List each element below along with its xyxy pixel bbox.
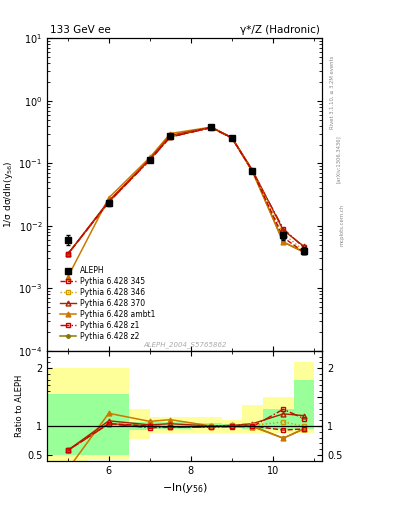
Bar [294, 380, 314, 429]
Bar [150, 417, 191, 433]
Bar [47, 394, 88, 455]
X-axis label: $-\ln(y_{56})$: $-\ln(y_{56})$ [162, 481, 208, 495]
Bar [47, 368, 88, 470]
Bar [129, 409, 150, 439]
Text: Rivet 3.1.10, ≥ 3.2M events: Rivet 3.1.10, ≥ 3.2M events [330, 55, 334, 129]
Bar [191, 417, 222, 433]
Text: γ*/Z (Hadronic): γ*/Z (Hadronic) [240, 25, 320, 35]
Bar [88, 368, 129, 460]
Text: [arXiv:1306.3436]: [arXiv:1306.3436] [336, 135, 340, 183]
Bar [222, 420, 242, 433]
Bar [129, 422, 150, 430]
Bar [263, 397, 294, 433]
Bar [222, 424, 242, 428]
Bar [88, 394, 129, 455]
Text: ALEPH_2004_S5765862: ALEPH_2004_S5765862 [143, 341, 226, 348]
Bar [294, 362, 314, 433]
Y-axis label: Ratio to ALEPH: Ratio to ALEPH [15, 375, 24, 437]
Y-axis label: 1/σ dσ/dln(y$_{56}$): 1/σ dσ/dln(y$_{56}$) [2, 161, 15, 228]
Legend: ALEPH, Pythia 6.428 345, Pythia 6.428 346, Pythia 6.428 370, Pythia 6.428 ambt1,: ALEPH, Pythia 6.428 345, Pythia 6.428 34… [57, 263, 159, 344]
Bar [263, 409, 294, 429]
Bar [191, 423, 222, 428]
Bar [150, 422, 191, 429]
Text: mcplots.cern.ch: mcplots.cern.ch [340, 204, 344, 246]
Text: 133 GeV ee: 133 GeV ee [50, 25, 111, 35]
Bar [242, 423, 263, 429]
Bar [242, 404, 263, 433]
